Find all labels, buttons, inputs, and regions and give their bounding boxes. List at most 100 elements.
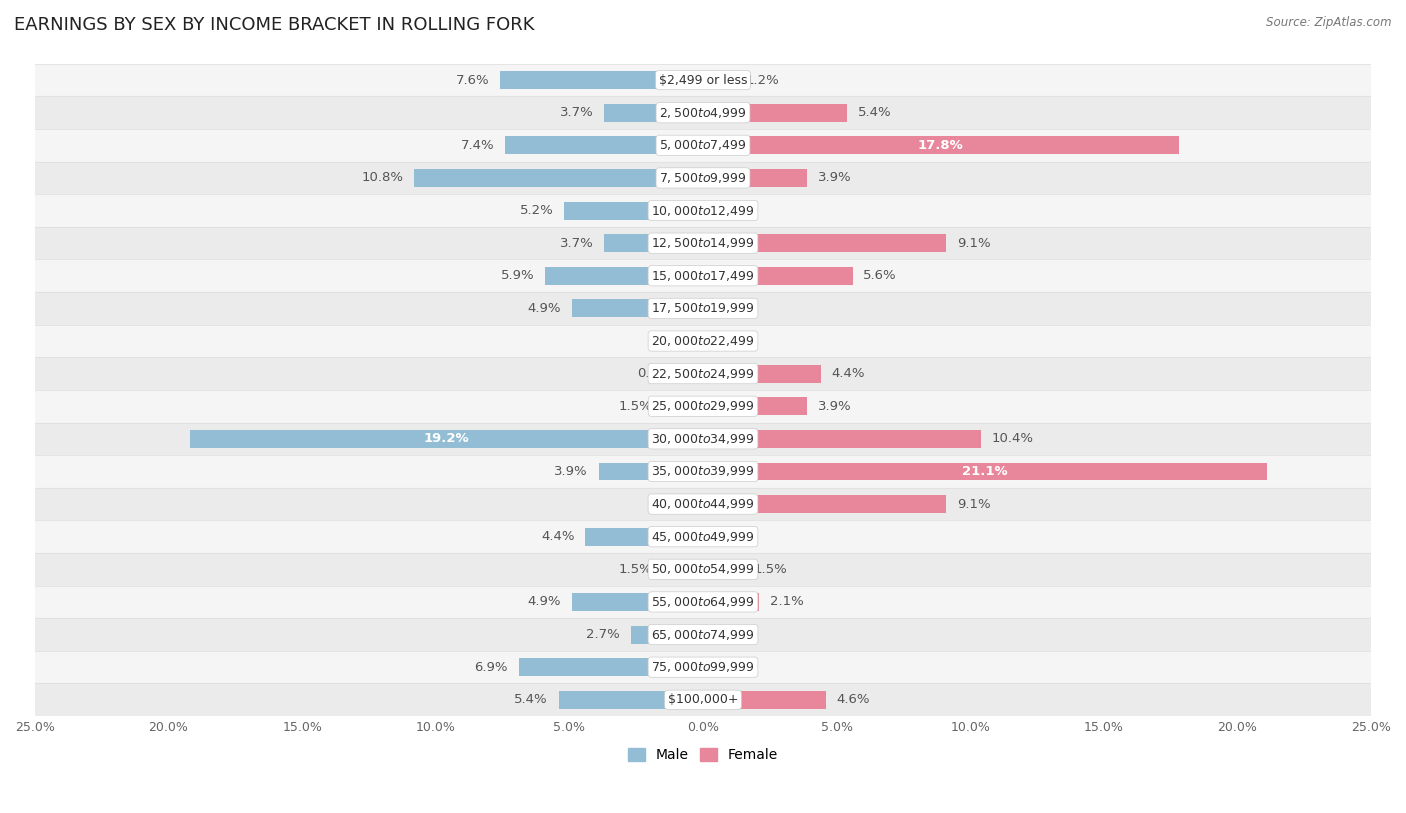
Bar	[631, 625, 703, 644]
Text: 5.4%: 5.4%	[858, 107, 891, 120]
Bar	[662, 398, 703, 415]
Text: 17.8%: 17.8%	[918, 139, 963, 152]
Text: 5.2%: 5.2%	[520, 204, 554, 217]
Bar	[35, 423, 1371, 455]
Text: $100,000+: $100,000+	[668, 693, 738, 706]
Text: $15,000 to $17,499: $15,000 to $17,499	[651, 269, 755, 283]
Text: 7.6%: 7.6%	[456, 74, 489, 87]
Text: 4.9%: 4.9%	[527, 302, 561, 315]
Bar	[35, 358, 1371, 390]
Bar	[35, 227, 1371, 259]
Text: 0.0%: 0.0%	[714, 628, 747, 641]
Bar	[703, 560, 744, 578]
Text: $22,500 to $24,999: $22,500 to $24,999	[651, 367, 755, 380]
Bar	[703, 691, 825, 709]
Bar	[703, 104, 848, 122]
Text: 7.4%: 7.4%	[461, 139, 495, 152]
Bar	[35, 520, 1371, 553]
Text: $12,500 to $14,999: $12,500 to $14,999	[651, 236, 755, 250]
Bar	[599, 463, 703, 480]
Bar	[703, 137, 1178, 154]
Bar	[703, 169, 807, 187]
Text: $75,000 to $99,999: $75,000 to $99,999	[651, 660, 755, 674]
Text: $35,000 to $39,999: $35,000 to $39,999	[651, 464, 755, 479]
Bar	[35, 129, 1371, 162]
Text: EARNINGS BY SEX BY INCOME BRACKET IN ROLLING FORK: EARNINGS BY SEX BY INCOME BRACKET IN ROL…	[14, 16, 534, 34]
Bar	[703, 593, 759, 611]
Bar	[519, 659, 703, 676]
Text: $65,000 to $74,999: $65,000 to $74,999	[651, 628, 755, 641]
Bar	[35, 259, 1371, 292]
Bar	[605, 234, 703, 252]
Text: 2.7%: 2.7%	[586, 628, 620, 641]
Bar	[35, 97, 1371, 129]
Text: 10.8%: 10.8%	[361, 172, 404, 185]
Text: 1.5%: 1.5%	[619, 400, 652, 413]
Text: $55,000 to $64,999: $55,000 to $64,999	[651, 595, 755, 609]
Text: $10,000 to $12,499: $10,000 to $12,499	[651, 203, 755, 218]
Text: $20,000 to $22,499: $20,000 to $22,499	[651, 334, 755, 348]
Text: 0.0%: 0.0%	[714, 334, 747, 347]
Bar	[546, 267, 703, 285]
Bar	[35, 63, 1371, 97]
Bar	[703, 71, 735, 89]
Text: 4.6%: 4.6%	[837, 693, 870, 706]
Text: 6.9%: 6.9%	[474, 661, 508, 674]
Text: 0.0%: 0.0%	[714, 661, 747, 674]
Text: 9.1%: 9.1%	[957, 498, 990, 511]
Bar	[415, 169, 703, 187]
Text: $45,000 to $49,999: $45,000 to $49,999	[651, 530, 755, 544]
Text: 19.2%: 19.2%	[423, 433, 470, 446]
Text: 0.0%: 0.0%	[714, 302, 747, 315]
Text: $5,000 to $7,499: $5,000 to $7,499	[659, 138, 747, 152]
Text: 3.9%: 3.9%	[818, 400, 852, 413]
Bar	[35, 390, 1371, 423]
Bar	[35, 194, 1371, 227]
Bar	[35, 455, 1371, 488]
Bar	[35, 488, 1371, 520]
Text: $17,500 to $19,999: $17,500 to $19,999	[651, 302, 755, 315]
Bar	[35, 553, 1371, 585]
Text: $2,500 to $4,999: $2,500 to $4,999	[659, 106, 747, 120]
Text: 3.9%: 3.9%	[818, 172, 852, 185]
Bar	[703, 398, 807, 415]
Text: $30,000 to $34,999: $30,000 to $34,999	[651, 432, 755, 446]
Bar	[35, 618, 1371, 651]
Text: 0.0%: 0.0%	[714, 204, 747, 217]
Text: 10.4%: 10.4%	[991, 433, 1033, 446]
Bar	[703, 495, 946, 513]
Text: 1.5%: 1.5%	[754, 563, 787, 576]
Bar	[703, 463, 1267, 480]
Text: 0.0%: 0.0%	[659, 334, 692, 347]
Bar	[505, 137, 703, 154]
Text: 5.4%: 5.4%	[515, 693, 548, 706]
Text: 0.0%: 0.0%	[659, 498, 692, 511]
Bar	[190, 430, 703, 448]
Bar	[35, 651, 1371, 684]
Text: $2,499 or less: $2,499 or less	[659, 74, 747, 87]
Text: 3.7%: 3.7%	[560, 237, 593, 250]
Bar	[605, 104, 703, 122]
Text: Source: ZipAtlas.com: Source: ZipAtlas.com	[1267, 16, 1392, 29]
Text: 5.6%: 5.6%	[863, 269, 897, 282]
Text: 5.9%: 5.9%	[501, 269, 534, 282]
Text: $50,000 to $54,999: $50,000 to $54,999	[651, 563, 755, 576]
Text: $25,000 to $29,999: $25,000 to $29,999	[651, 399, 755, 413]
Bar	[572, 593, 703, 611]
Bar	[564, 202, 703, 220]
Bar	[703, 365, 821, 383]
Text: $7,500 to $9,999: $7,500 to $9,999	[659, 171, 747, 185]
Text: 9.1%: 9.1%	[957, 237, 990, 250]
Text: 1.2%: 1.2%	[745, 74, 779, 87]
Bar	[703, 267, 852, 285]
Bar	[501, 71, 703, 89]
Text: 2.1%: 2.1%	[770, 595, 804, 608]
Bar	[35, 324, 1371, 358]
Bar	[35, 684, 1371, 716]
Text: 0.0%: 0.0%	[714, 530, 747, 543]
Bar	[703, 234, 946, 252]
Bar	[35, 162, 1371, 194]
Text: $40,000 to $44,999: $40,000 to $44,999	[651, 497, 755, 511]
Bar	[662, 560, 703, 578]
Text: 3.7%: 3.7%	[560, 107, 593, 120]
